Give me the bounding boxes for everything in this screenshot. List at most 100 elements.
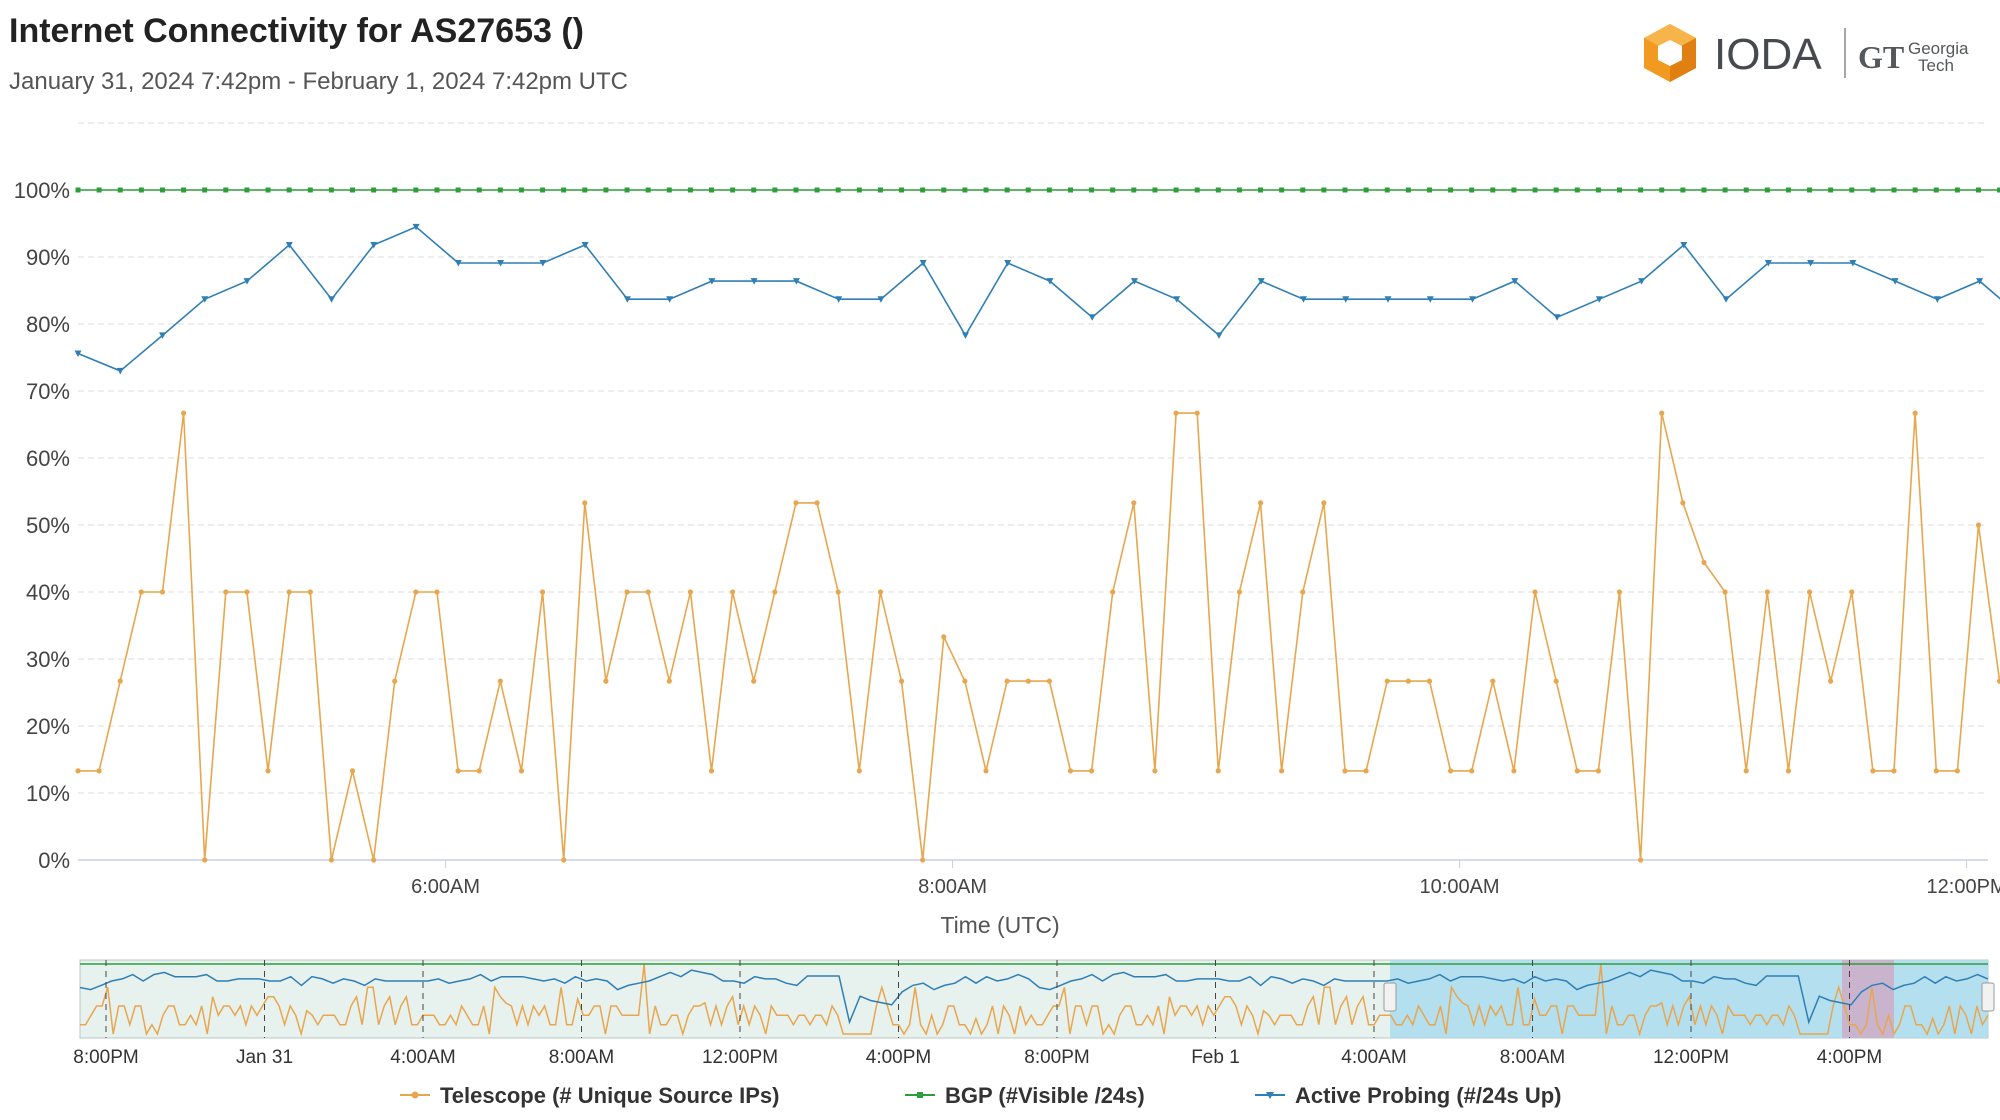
- data-point: [1933, 296, 1941, 303]
- data-point: [603, 678, 609, 684]
- data-point: [1384, 678, 1390, 684]
- data-point: [1807, 187, 1813, 193]
- data-point: [877, 296, 885, 303]
- navigator-handle-left[interactable]: [1383, 982, 1397, 1012]
- data-point: [1363, 768, 1369, 774]
- navigator-tick-label: 4:00PM: [1817, 1047, 1882, 1068]
- data-point: [74, 350, 82, 357]
- data-point: [1342, 187, 1348, 193]
- legend-item-0[interactable]: Telescope (# Unique Source IPs): [400, 1083, 779, 1108]
- data-point: [1870, 187, 1876, 193]
- y-tick-label: 30%: [26, 647, 70, 672]
- data-point: [1595, 296, 1603, 303]
- data-point: [202, 857, 208, 863]
- navigator-tick-label: 12:00PM: [1653, 1047, 1729, 1068]
- data-point: [1511, 187, 1517, 193]
- data-point: [1130, 278, 1138, 285]
- data-point: [434, 187, 440, 193]
- data-point: [708, 187, 714, 193]
- data-point: [202, 187, 208, 193]
- data-point: [962, 187, 968, 193]
- data-point: [581, 241, 589, 249]
- ioda-logo[interactable]: IODA GT Georgia Tech: [1640, 22, 1990, 84]
- data-point: [497, 187, 503, 193]
- data-point: [1236, 187, 1242, 193]
- data-point: [159, 187, 165, 193]
- data-point: [582, 500, 588, 506]
- navigator-tick-label: 12:00PM: [702, 1047, 778, 1068]
- data-point: [730, 187, 736, 193]
- data-point: [835, 589, 841, 595]
- data-point: [603, 187, 609, 193]
- data-point: [1469, 296, 1477, 303]
- legend-label: Telescope (# Unique Source IPs): [440, 1083, 779, 1108]
- data-point: [75, 768, 81, 774]
- data-point: [835, 296, 843, 303]
- legend-item-2[interactable]: Active Probing (#/24s Up): [1255, 1083, 1562, 1108]
- data-point: [286, 589, 292, 595]
- x-tick-label: 8:00AM: [918, 876, 987, 898]
- data-point: [1004, 678, 1010, 684]
- data-point: [1215, 332, 1223, 339]
- data-point: [116, 367, 124, 375]
- data-point: [793, 187, 799, 193]
- time-navigator[interactable]: 8:00PM Jan 31 4:00AM 8:00AM 12:00PM 4:00PM 8:0…: [73, 959, 1995, 1068]
- data-point: [413, 187, 419, 193]
- data-point: [624, 187, 630, 193]
- legend-item-1[interactable]: BGP (#Visible /24s): [905, 1083, 1145, 1108]
- data-point: [1975, 187, 1981, 193]
- data-point: [392, 678, 398, 684]
- data-point: [961, 332, 969, 339]
- data-point: [1173, 296, 1181, 303]
- data-point: [1194, 410, 1200, 416]
- data-point: [1490, 187, 1496, 193]
- y-tick-label: 70%: [26, 379, 70, 404]
- ioda-logo-text: IODA: [1714, 30, 1822, 79]
- data-point: [1764, 260, 1772, 267]
- data-point: [1152, 768, 1158, 774]
- data-point: [201, 296, 209, 303]
- data-point: [1088, 768, 1095, 774]
- data-point: [371, 187, 377, 193]
- series-0: [75, 410, 2000, 863]
- legend-marker: [917, 1092, 923, 1098]
- y-tick-label: 0%: [38, 848, 70, 873]
- gt-logo-icon: GT: [1858, 39, 1904, 75]
- x-axis: 6:00AM8:00AM10:00AM12:00PM2:00PM4:00PM6:…: [411, 860, 2000, 898]
- data-point: [1807, 260, 1815, 267]
- y-axis: 0% 10% 20% 30% 40% 50% 60% 70% 80% 90% 100%: [14, 178, 70, 873]
- data-point: [687, 187, 693, 193]
- data-point: [1469, 768, 1475, 774]
- data-point: [539, 260, 547, 267]
- x-tick-label: 6:00AM: [411, 876, 480, 898]
- data-point: [1067, 187, 1073, 193]
- navigator-tick-label: 4:00PM: [866, 1047, 931, 1068]
- data-point: [666, 187, 672, 193]
- navigator-handle-right[interactable]: [1981, 982, 1995, 1012]
- y-tick-label: 50%: [26, 513, 70, 538]
- data-point: [1469, 187, 1475, 193]
- data-point: [1215, 768, 1221, 774]
- data-point: [1511, 278, 1519, 285]
- data-point: [920, 187, 926, 193]
- data-point: [1849, 187, 1855, 193]
- data-point: [1997, 187, 2000, 193]
- data-point: [540, 187, 546, 193]
- data-point: [1088, 314, 1096, 321]
- legend-label: BGP (#Visible /24s): [945, 1083, 1145, 1108]
- data-point: [1574, 187, 1580, 193]
- data-point: [307, 589, 313, 595]
- x-tick-label: 10:00AM: [1420, 876, 1500, 898]
- navigator-tick-label: 8:00AM: [549, 1047, 614, 1068]
- data-point: [1110, 589, 1116, 595]
- data-point: [328, 857, 334, 863]
- data-point: [159, 332, 167, 339]
- data-point: [1954, 187, 1960, 193]
- data-point: [539, 589, 546, 595]
- data-point: [772, 589, 778, 595]
- data-point: [243, 278, 251, 285]
- y-tick-label: 20%: [26, 714, 70, 739]
- data-point: [772, 187, 778, 193]
- x-tick-label: 12:00PM: [1927, 876, 2000, 898]
- data-point: [983, 187, 989, 193]
